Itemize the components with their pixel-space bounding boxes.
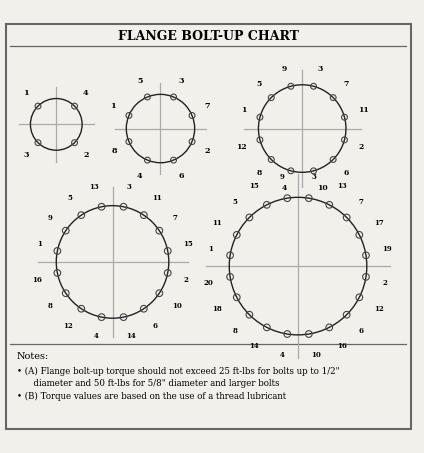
Text: 5: 5: [233, 198, 237, 206]
Text: 8: 8: [48, 302, 53, 310]
Text: • (A) Flange bolt-up torque should not exceed 25 ft-lbs for bolts up to 1/2": • (A) Flange bolt-up torque should not e…: [17, 367, 339, 376]
Text: 7: 7: [359, 198, 363, 206]
Text: 1: 1: [209, 245, 213, 253]
Text: 11: 11: [153, 194, 162, 202]
Text: 1: 1: [24, 90, 29, 97]
Text: 10: 10: [317, 184, 328, 193]
Text: 1: 1: [37, 240, 42, 248]
Text: 3: 3: [317, 65, 323, 73]
Text: 6: 6: [359, 327, 364, 335]
Text: 3: 3: [312, 173, 316, 182]
Text: diameter and 50 ft-lbs for 5/8" diameter and larger bolts: diameter and 50 ft-lbs for 5/8" diameter…: [17, 380, 279, 389]
Text: 10: 10: [172, 302, 182, 310]
Text: 5: 5: [137, 77, 142, 85]
Text: 2: 2: [83, 151, 89, 159]
Text: 9: 9: [280, 173, 285, 182]
Text: 13: 13: [89, 183, 98, 192]
Text: 2: 2: [358, 144, 363, 151]
Text: 3: 3: [24, 151, 29, 159]
Text: 14: 14: [249, 342, 259, 351]
Text: 4: 4: [94, 333, 98, 341]
Text: 5: 5: [68, 194, 73, 202]
Text: 4: 4: [282, 184, 287, 193]
Text: 3: 3: [127, 183, 131, 192]
Text: 12: 12: [236, 144, 246, 151]
Text: 18: 18: [212, 305, 222, 313]
Text: 6: 6: [153, 322, 157, 330]
Text: 12: 12: [374, 305, 384, 313]
Text: 16: 16: [32, 276, 42, 284]
Text: 8: 8: [256, 169, 261, 178]
Text: 6: 6: [343, 169, 348, 178]
Text: 7: 7: [172, 214, 177, 222]
Text: 17: 17: [374, 219, 384, 227]
Text: 9: 9: [282, 65, 287, 73]
Text: 19: 19: [382, 245, 392, 253]
Text: 1: 1: [111, 102, 117, 111]
Text: 9: 9: [48, 214, 53, 222]
Text: • (B) Torque values are based on the use of a thread lubricant: • (B) Torque values are based on the use…: [17, 392, 286, 401]
Text: 3: 3: [179, 77, 184, 85]
Text: 7: 7: [204, 102, 209, 111]
Text: 6: 6: [179, 172, 184, 180]
Text: 12: 12: [63, 322, 73, 330]
Text: 4: 4: [280, 351, 285, 359]
Text: FLANGE BOLT-UP CHART: FLANGE BOLT-UP CHART: [118, 30, 299, 43]
Text: 4: 4: [83, 90, 89, 97]
Text: 14: 14: [127, 333, 137, 341]
Text: 11: 11: [358, 106, 369, 114]
Text: 16: 16: [337, 342, 347, 351]
Text: 1: 1: [241, 106, 246, 114]
Text: 8: 8: [233, 327, 237, 335]
Text: 15: 15: [249, 182, 259, 190]
Text: 20: 20: [204, 280, 213, 288]
Text: 2: 2: [183, 276, 188, 284]
Text: 4: 4: [137, 172, 142, 180]
Text: 13: 13: [337, 182, 346, 190]
FancyBboxPatch shape: [6, 24, 410, 429]
Text: 10: 10: [312, 351, 321, 359]
Text: 5: 5: [256, 80, 261, 88]
Text: 2: 2: [204, 147, 209, 154]
Text: Notes:: Notes:: [17, 352, 49, 361]
Text: 8: 8: [112, 147, 117, 154]
Text: 2: 2: [382, 280, 388, 288]
Text: 11: 11: [212, 219, 222, 227]
Text: 7: 7: [343, 80, 349, 88]
Text: 15: 15: [183, 240, 193, 248]
